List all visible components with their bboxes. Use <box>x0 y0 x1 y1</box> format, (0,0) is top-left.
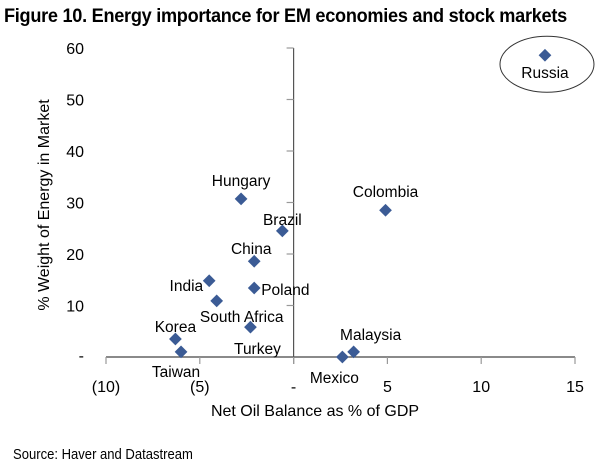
figure-title: Figure 10. Energy importance for EM econ… <box>4 5 567 27</box>
data-points-group: Russia Hungary Colombia Brazil China India Pol… <box>152 35 595 387</box>
diamond-marker <box>234 192 248 206</box>
diamond-marker <box>379 203 392 217</box>
data-point-mexico: Mexico <box>310 350 359 387</box>
data-label: Mexico <box>310 370 359 387</box>
y-tick-label: 30 <box>66 196 84 213</box>
highlight-ellipse <box>499 35 595 93</box>
x-tick-label: (10) <box>92 379 120 396</box>
x-axis-title: Net Oil Balance as % of GDP <box>211 403 419 420</box>
data-point-south-africa: South Africa <box>200 294 284 326</box>
diamond-marker <box>538 48 552 62</box>
data-label: Turkey <box>234 341 281 358</box>
diamond-marker <box>244 320 257 334</box>
y-tick-label: 50 <box>66 93 84 110</box>
data-label: Korea <box>155 319 197 336</box>
data-point-china: China <box>231 241 272 268</box>
axes-group: (10) (5) - 5 10 15 - 10 20 30 40 50 60 Net Oil Balanc… <box>36 41 584 420</box>
data-point-india: India <box>170 274 216 295</box>
data-point-taiwan: Taiwan <box>152 345 200 381</box>
diamond-marker <box>169 332 182 346</box>
data-label: India <box>170 278 204 295</box>
x-tick-label: - <box>291 379 296 396</box>
data-label: Hungary <box>212 173 271 190</box>
y-tick-label: - <box>79 348 84 365</box>
data-label: Taiwan <box>152 364 200 381</box>
x-tick-label: (5) <box>190 379 210 396</box>
data-label: Malaysia <box>340 327 402 344</box>
diamond-marker <box>174 345 188 359</box>
x-tick-label: 15 <box>566 379 584 396</box>
diamond-marker <box>347 345 360 359</box>
diamond-marker <box>336 350 349 364</box>
x-tick-label: 10 <box>472 379 490 396</box>
data-point-turkey: Turkey <box>234 320 281 358</box>
y-tick-label: 10 <box>66 299 84 316</box>
data-label: China <box>231 241 272 258</box>
data-label: Poland <box>261 282 309 299</box>
data-point-hungary: Hungary <box>212 173 271 206</box>
data-point-russia: Russia <box>499 35 595 93</box>
source-note: Source: Haver and Datastream <box>13 447 193 463</box>
y-tick-label: 40 <box>66 144 84 161</box>
data-label: Colombia <box>353 184 419 201</box>
data-label: Brazil <box>263 212 302 229</box>
data-point-korea: Korea <box>155 319 197 346</box>
data-point-poland: Poland <box>247 281 309 299</box>
data-point-colombia: Colombia <box>353 184 419 217</box>
data-label: South Africa <box>200 309 284 326</box>
x-tick-label: 5 <box>383 379 392 396</box>
diamond-marker <box>275 224 289 238</box>
data-point-malaysia: Malaysia <box>340 327 402 359</box>
diamond-marker <box>202 274 216 288</box>
diamond-marker <box>210 294 224 308</box>
data-point-brazil: Brazil <box>263 212 302 238</box>
y-tick-label: 60 <box>66 41 84 58</box>
data-label: Russia <box>521 65 569 82</box>
diamond-marker <box>247 281 261 295</box>
y-tick-label: 20 <box>66 247 84 264</box>
y-axis-title: % Weight of Energy in Market <box>36 99 53 311</box>
